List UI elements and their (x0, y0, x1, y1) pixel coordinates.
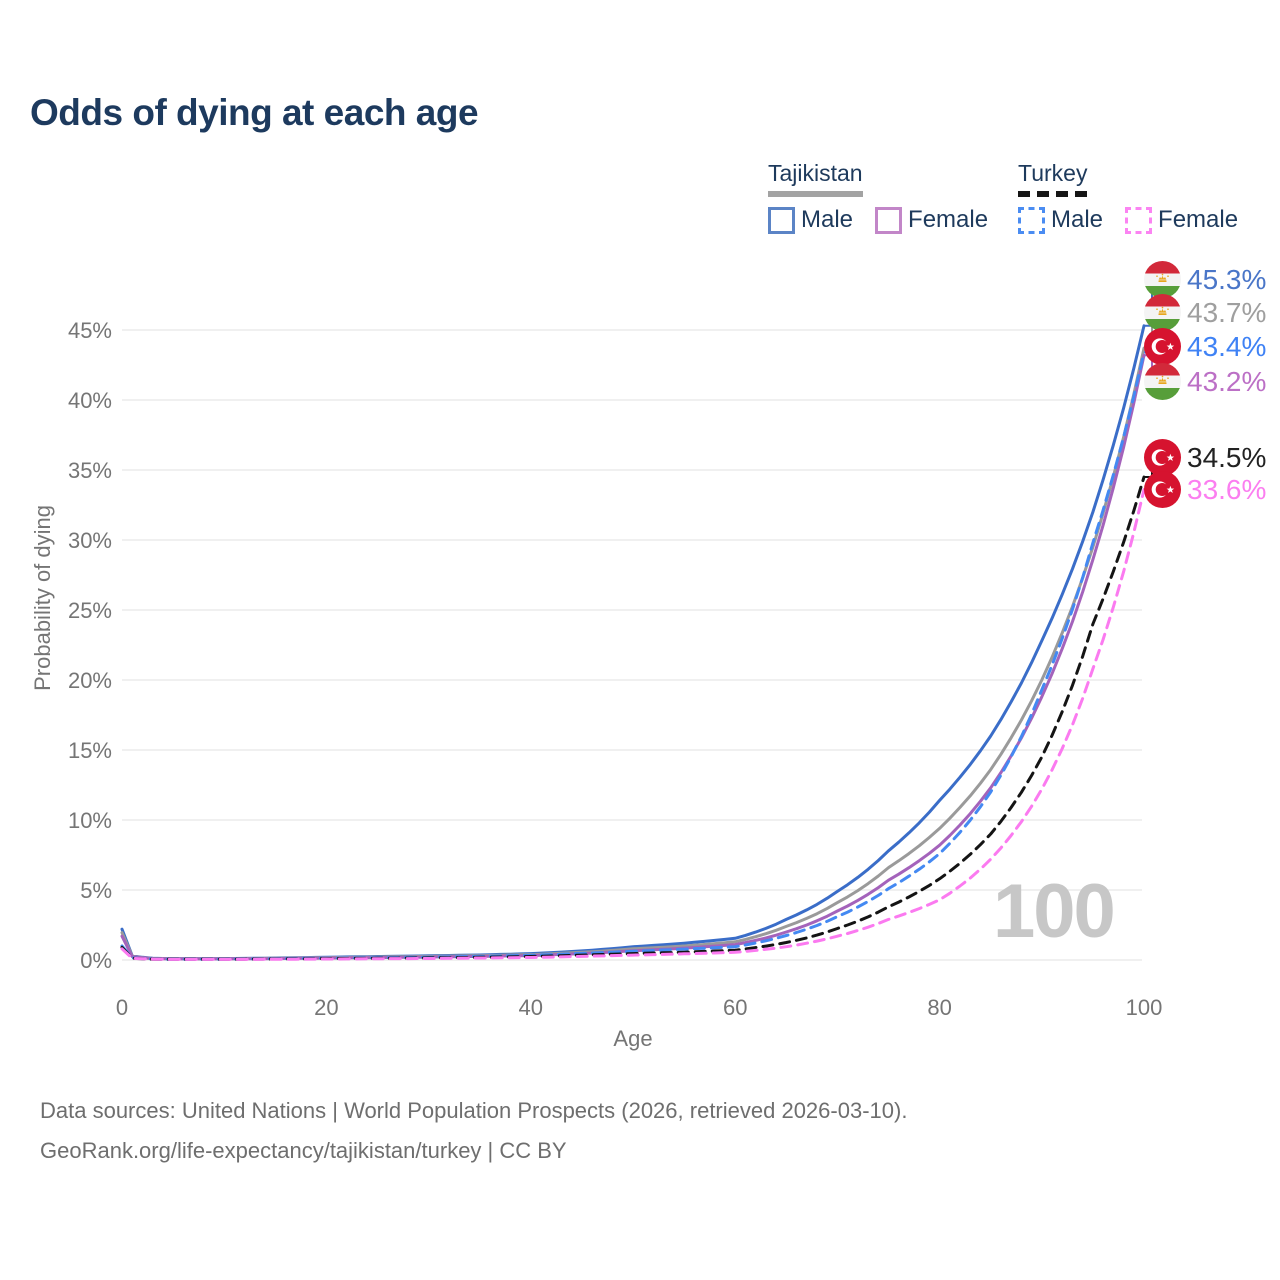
legend-country-turkey: Turkey (1018, 160, 1088, 197)
turkey-flag-icon (1144, 328, 1181, 365)
y-tick-label: 25% (68, 598, 112, 623)
tajikistan-flag-icon (1144, 363, 1181, 400)
end-label-value: 33.6% (1187, 473, 1267, 505)
series-line-turkey-female (120, 488, 1146, 961)
source-line-2: GeoRank.org/life-expectancy/tajikistan/t… (40, 1138, 567, 1163)
source-line-1: Data sources: United Nations | World Pop… (40, 1098, 908, 1123)
series-line-tajikistan-female (120, 353, 1146, 961)
end-label-value: 43.4% (1187, 330, 1267, 362)
legend-item-tajikistan-male[interactable]: Male (768, 206, 853, 234)
x-tick-label: 40 (519, 995, 543, 1020)
legend-item-label: Female (908, 206, 989, 233)
end-label-value: 43.7% (1187, 296, 1267, 328)
tajikistan-female-swatch-icon (875, 206, 903, 234)
end-label-turkey-female: 33.6% (1144, 471, 1266, 508)
end-label-value: 43.2% (1187, 365, 1267, 397)
end-label-value: 34.5% (1187, 441, 1267, 473)
legend-country-tajikistan: Tajikistan (768, 160, 863, 197)
x-tick-label: 20 (314, 995, 338, 1020)
legend-group-turkey: Turkey Male Female (1018, 160, 1238, 234)
y-tick-label: 40% (68, 388, 112, 413)
end-label-tajikistan-female: 43.2% (1144, 363, 1266, 400)
y-tick-label: 35% (68, 458, 112, 483)
end-label-turkey-male: 43.4% (1144, 328, 1266, 365)
series-line-tajikistan-male (120, 324, 1146, 961)
legend-item-label: Male (1051, 206, 1104, 233)
y-tick-label: 10% (68, 808, 112, 833)
legend-item-label: Male (801, 206, 854, 233)
tajikistan-flag-icon (1144, 261, 1181, 298)
series-line-turkey-male (120, 350, 1146, 961)
y-tick-label: 45% (68, 318, 112, 343)
y-tick-label: 15% (68, 738, 112, 763)
tajikistan-flag-icon (1144, 294, 1181, 331)
turkey-flag-icon (1144, 471, 1181, 508)
y-tick-label: 30% (68, 528, 112, 553)
y-tick-label: 20% (68, 668, 112, 693)
legend-item-label: Female (1158, 206, 1239, 233)
legend-group-tajikistan: Tajikistan Male Female (768, 160, 988, 234)
x-tick-label: 100 (1126, 995, 1163, 1020)
legend-item-turkey-male[interactable]: Male (1018, 206, 1103, 234)
turkey-female-swatch-icon (1125, 206, 1153, 234)
y-tick-label: 0% (80, 948, 112, 973)
turkey-male-swatch-icon (1018, 206, 1045, 234)
page-title: Odds of dying at each age (30, 92, 479, 133)
series-line-tajikistan-combined (120, 346, 1146, 961)
x-tick-label: 0 (116, 995, 128, 1020)
end-label-tajikistan-combined: 43.7% (1144, 294, 1266, 331)
end-label-tajikistan-male: 45.3% (1144, 261, 1266, 298)
x-axis-title: Age (613, 1026, 653, 1051)
end-label-turkey-combined: 34.5% (1144, 439, 1266, 476)
age-watermark: 100 (993, 869, 1116, 954)
tajikistan-male-swatch-icon (768, 206, 795, 234)
end-label-value: 45.3% (1187, 263, 1267, 295)
x-tick-label: 80 (927, 995, 951, 1020)
x-tick-label: 60 (723, 995, 747, 1020)
series-line-turkey-combined (120, 475, 1146, 961)
legend-item-tajikistan-female[interactable]: Female (875, 206, 988, 234)
y-tick-label: 5% (80, 878, 112, 903)
legend-item-turkey-female[interactable]: Female (1125, 206, 1238, 234)
